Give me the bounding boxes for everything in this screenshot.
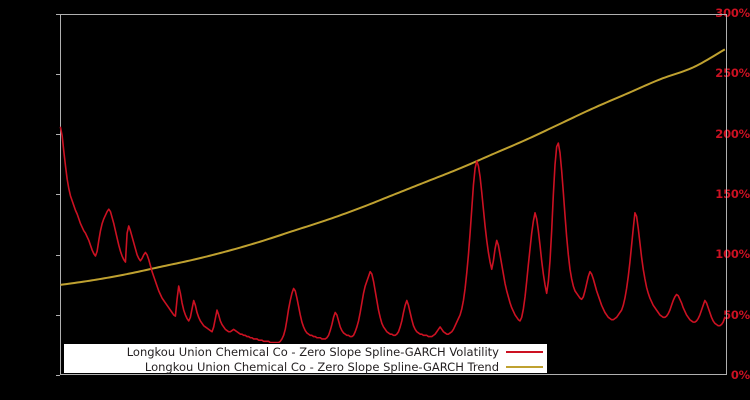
y-tick-label-0: 0% (730, 368, 750, 382)
y-tick-mark (56, 375, 60, 376)
series-line-trend (60, 48, 726, 286)
y-tick-mark (56, 134, 60, 135)
y-tick-label-250: 250% (715, 66, 750, 80)
line-swatch-icon (506, 351, 543, 353)
y-tick-mark (56, 74, 60, 75)
y-tick-mark (56, 194, 60, 195)
line-swatch-icon (506, 366, 543, 368)
y-tick-mark (56, 315, 60, 316)
legend-entry-trend: Longkou Union Chemical Co - Zero Slope S… (64, 360, 547, 374)
y-tick-label-100: 100% (715, 247, 750, 261)
y-tick-label-150: 150% (715, 187, 750, 201)
plot-area (60, 14, 727, 375)
legend: Longkou Union Chemical Co - Zero Slope S… (63, 343, 548, 374)
y-tick-label-200: 200% (715, 127, 750, 141)
y-tick-mark (56, 255, 60, 256)
y-tick-label-300: 300% (715, 6, 750, 20)
y-tick-label-50: 50% (723, 308, 750, 322)
legend-entry-volatility: Longkou Union Chemical Co - Zero Slope S… (64, 345, 547, 359)
legend-label-trend: Longkou Union Chemical Co - Zero Slope S… (144, 360, 499, 374)
series-line-volatility (59, 126, 726, 344)
y-tick-mark (56, 14, 60, 15)
legend-label-volatility: Longkou Union Chemical Co - Zero Slope S… (126, 345, 499, 359)
